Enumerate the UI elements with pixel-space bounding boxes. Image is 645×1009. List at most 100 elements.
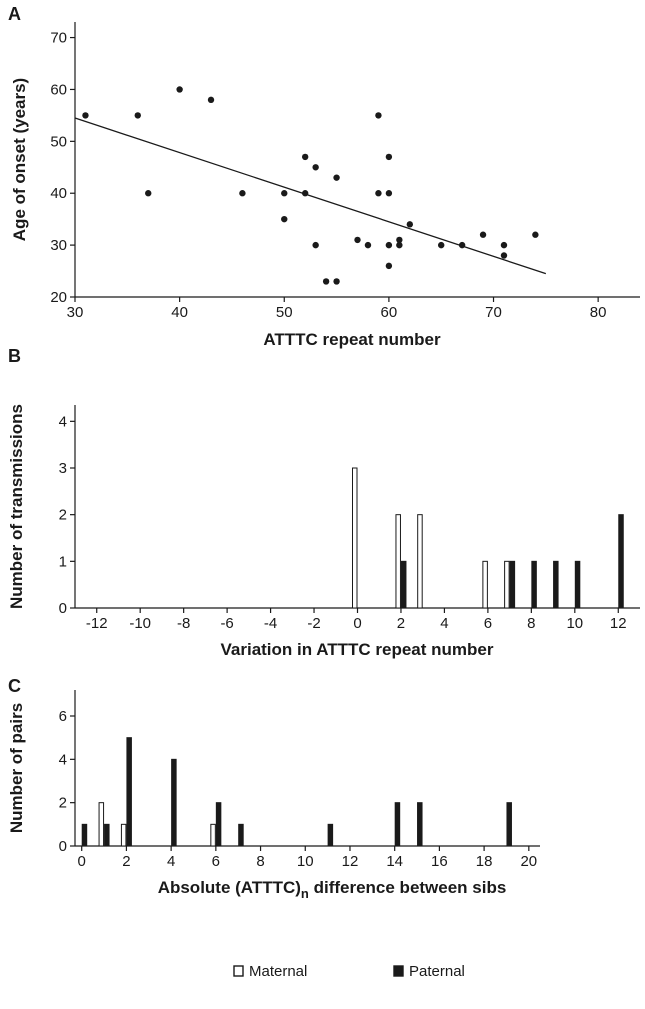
x-tick-label: 18: [476, 853, 493, 870]
paternal-bar: [238, 823, 244, 847]
paternal-bar: [215, 802, 222, 847]
y-tick-label: 2: [59, 507, 67, 524]
x-tick-label: 2: [122, 853, 130, 870]
paternal-bar: [171, 758, 177, 847]
data-point: [385, 190, 393, 197]
data-point: [385, 241, 393, 249]
panel-letter-a: A: [8, 4, 21, 24]
legend: Maternal Paternal: [233, 963, 465, 980]
y-tick-label: 30: [50, 237, 67, 254]
data-point: [396, 241, 403, 249]
x-tick-label: 0: [353, 615, 361, 632]
paternal-bar: [509, 560, 516, 609]
x-tick-label: 4: [440, 615, 448, 632]
data-point: [354, 236, 361, 244]
x-axis-title: Variation in ATTTC repeat number: [221, 640, 494, 659]
x-tick-label: 16: [431, 853, 448, 870]
y-axis-title: Age of onset (years): [10, 78, 29, 241]
legend-label-paternal: Paternal: [409, 963, 465, 980]
x-tick-label: -10: [129, 615, 151, 632]
paternal-bar: [574, 560, 581, 609]
maternal-bar: [210, 823, 216, 847]
maternal-bar: [395, 514, 401, 609]
x-tick-label: 14: [386, 853, 403, 870]
trend-line: [74, 117, 547, 275]
paternal-bar: [400, 560, 407, 609]
data-point: [396, 236, 403, 244]
legend-swatch-paternal: [393, 965, 404, 977]
data-point: [281, 190, 288, 197]
x-tick-label: 80: [590, 304, 607, 321]
x-tick-label: 8: [527, 615, 535, 632]
data-point: [301, 153, 309, 161]
y-tick-label: 3: [59, 460, 67, 477]
y-tick-label: 0: [59, 600, 67, 617]
x-axis-title-rest: difference between sibs: [309, 878, 506, 897]
data-point: [438, 241, 445, 249]
data-point: [322, 278, 330, 285]
maternal-bar: [504, 560, 510, 609]
data-point: [207, 96, 215, 104]
x-tick-label: 6: [484, 615, 492, 632]
paternal-bar: [394, 802, 401, 847]
data-point: [281, 215, 288, 223]
data-point: [333, 174, 340, 181]
panel-letter-c: C: [8, 676, 21, 696]
data-point: [385, 153, 393, 161]
data-point: [176, 86, 183, 93]
data-point: [134, 112, 141, 119]
y-tick-label: 50: [50, 133, 67, 150]
data-point: [145, 190, 152, 197]
x-axis-title-subscript: n: [301, 886, 309, 901]
paternal-bar: [126, 737, 132, 847]
data-point: [406, 221, 414, 228]
x-tick-label: 70: [485, 304, 502, 321]
legend-swatch-maternal: [233, 965, 244, 977]
paternal-bar: [417, 802, 423, 847]
x-tick-label: 6: [212, 853, 220, 870]
paternal-bar: [618, 514, 624, 609]
data-point: [82, 112, 89, 119]
x-tick-label: 20: [520, 853, 537, 870]
x-tick-label: -2: [307, 615, 320, 632]
x-tick-label: 0: [78, 853, 86, 870]
paternal-bar: [104, 823, 110, 847]
y-tick-label: 60: [50, 81, 67, 98]
maternal-bar: [352, 467, 358, 609]
legend-label-maternal: Maternal: [249, 963, 307, 980]
y-tick-label: 0: [59, 838, 67, 855]
x-tick-label: 10: [566, 615, 583, 632]
paternal-bar: [81, 823, 88, 847]
y-tick-label: 20: [50, 289, 67, 306]
x-tick-label: 40: [171, 304, 188, 321]
data-point: [479, 231, 487, 238]
y-tick-label: 4: [59, 413, 67, 430]
x-tick-label: 2: [397, 615, 405, 632]
data-point: [500, 241, 508, 249]
x-tick-label: -8: [177, 615, 190, 632]
x-tick-label: 30: [67, 304, 84, 321]
maternal-bar: [120, 823, 127, 847]
x-tick-label: 12: [610, 615, 627, 632]
data-point: [364, 241, 372, 249]
paternal-bar: [553, 560, 559, 609]
data-point: [375, 112, 382, 119]
x-tick-label: 10: [297, 853, 314, 870]
x-axis-title: ATTTC repeat number: [263, 330, 441, 349]
y-tick-label: 70: [50, 30, 67, 47]
y-axis-title: Number of transmissions: [7, 404, 26, 609]
x-tick-label: 4: [167, 853, 175, 870]
data-point: [375, 190, 382, 197]
y-axis-title: Number of pairs: [7, 703, 26, 833]
x-axis-title-main: Absolute (ATTTC): [158, 878, 301, 897]
y-tick-label: 1: [59, 553, 67, 570]
y-tick-label: 2: [59, 795, 67, 812]
data-point: [312, 241, 319, 249]
data-point: [239, 190, 246, 197]
panel-letter-b: B: [8, 346, 21, 366]
panel-c-axes: 0 2 4 6 8 10 12 14 16 18 20 0 2 4 6 Number of pairs Abso…: [7, 690, 540, 901]
x-tick-label: 8: [256, 853, 264, 870]
data-point: [312, 164, 319, 171]
